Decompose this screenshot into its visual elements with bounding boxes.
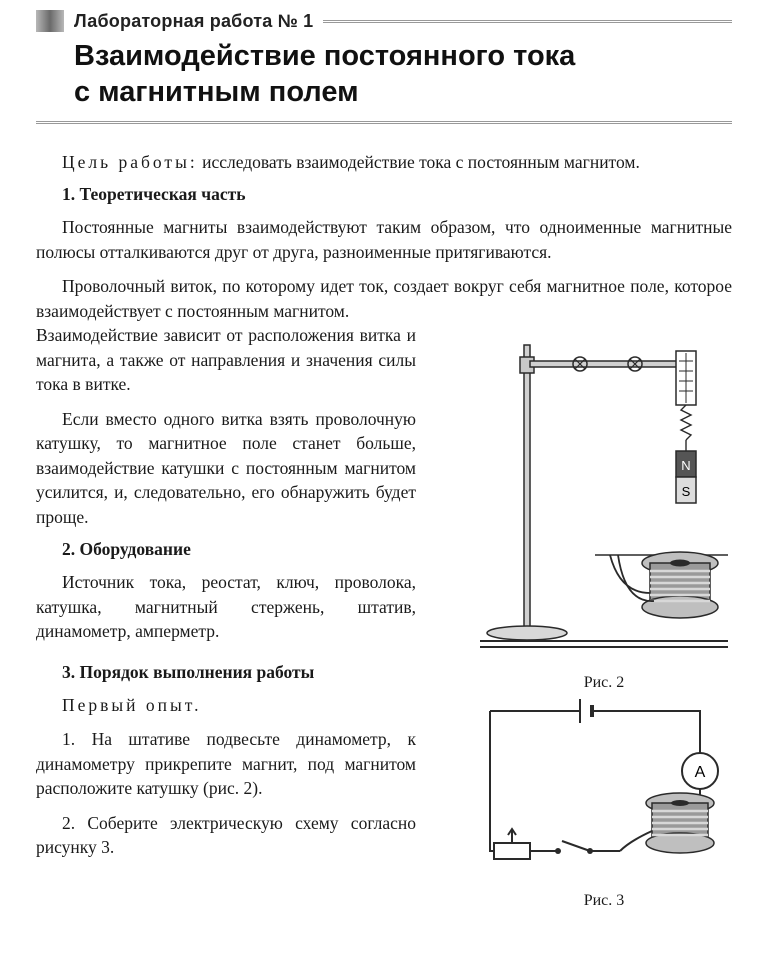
figure-3-caption: Рис. 3: [470, 892, 738, 910]
overline-text: Лабораторная работа № 1: [74, 11, 313, 32]
section-3-sub: Первый опыт.: [36, 693, 416, 718]
figure-3: A: [470, 691, 738, 910]
section-3-heading: 3. Порядок выполнения работы: [36, 662, 416, 683]
overline-rule: [323, 20, 732, 23]
two-column-wrap: N S Рис. 2: [36, 323, 732, 860]
goal-paragraph: Цель работы: исследовать взаимодействие …: [36, 150, 732, 175]
section-1-p3: Если вместо одного витка взять проволочн…: [36, 407, 416, 530]
magnet-n-label: N: [681, 458, 690, 473]
section-3-sub-label: Первый опыт.: [62, 695, 202, 715]
figure-2-caption: Рис. 2: [470, 674, 738, 692]
title-underline-rule: [36, 121, 732, 124]
header-overline-row: Лабораторная работа № 1: [36, 10, 732, 32]
left-column: Взаимодействие зависит от расположения в…: [36, 323, 416, 860]
page-title: Взаимодействие постоянного тока с магнит…: [74, 38, 732, 111]
title-line-1: Взаимодействие постоянного тока: [74, 40, 575, 72]
figure-3-svg: A: [470, 691, 738, 881]
title-line-2: с магнитным полем: [74, 76, 359, 108]
figure-2: N S Рис. 2: [470, 323, 738, 692]
overline-ornament: [36, 10, 64, 32]
section-1-p1: Постоянные магниты взаимодействуют таким…: [36, 215, 732, 264]
section-3-p2: 2. Соберите электрическую схему согласно…: [36, 811, 416, 860]
ammeter-label: A: [695, 764, 706, 781]
goal-label: Цель работы:: [62, 152, 198, 172]
section-3-p1: 1. На штативе подвесьте динамометр, к ди…: [36, 727, 416, 801]
goal-text: исследовать взаимодействие тока с постоя…: [198, 152, 640, 172]
section-1-p2a: Проволочный виток, по которому идет ток,…: [36, 274, 732, 323]
section-2-p1: Источник тока, реостат, ключ, проволока,…: [36, 570, 416, 644]
content-area: Цель работы: исследовать взаимодействие …: [36, 150, 732, 860]
section-1-heading: 1. Теоретическая часть: [36, 184, 732, 205]
section-2-heading: 2. Оборудование: [36, 539, 416, 560]
magnet-s-label: S: [682, 484, 691, 499]
section-1-p2b: Взаимодействие зависит от расположения в…: [36, 323, 416, 397]
figure-2-svg: N S: [470, 323, 738, 663]
